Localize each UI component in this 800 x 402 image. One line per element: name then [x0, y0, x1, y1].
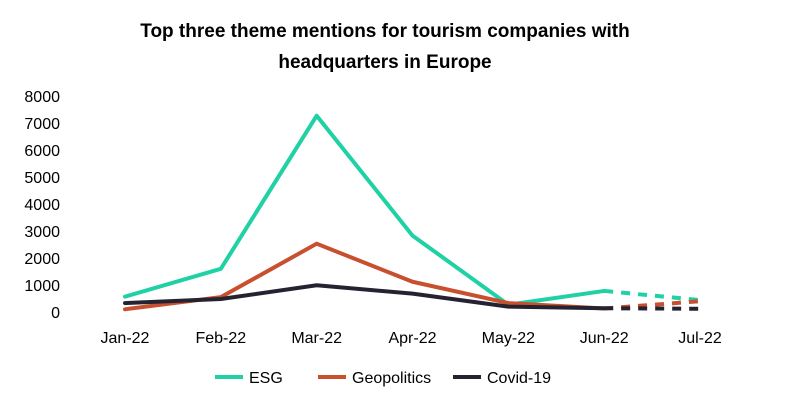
- x-tick-label: Jul-22: [678, 330, 722, 347]
- chart-title-line-1: Top three theme mentions for tourism com…: [140, 21, 629, 42]
- y-tick-label: 2000: [24, 251, 60, 268]
- series-line-esg: [123, 113, 607, 307]
- legend-label-covid-19: Covid-19: [487, 370, 551, 387]
- x-axis-ticks: Jan-22 Feb-22 Mar-22 Apr-22 May-22 Jun-22 Jul-…: [101, 330, 722, 347]
- x-tick-label: Jan-22: [101, 330, 150, 347]
- x-tick-label: May-22: [482, 330, 535, 347]
- legend-label-geopolitics: Geopolitics: [352, 370, 431, 387]
- y-tick-label: 6000: [24, 143, 60, 160]
- series-lines: [123, 113, 701, 312]
- y-tick-label: 4000: [24, 197, 60, 214]
- x-tick-label: Jun-22: [580, 330, 629, 347]
- x-tick-label: Mar-22: [291, 330, 342, 347]
- series-line-covid-19: [123, 283, 607, 311]
- y-tick-label: 1000: [24, 278, 60, 295]
- y-tick-label: 8000: [24, 89, 60, 106]
- y-axis-ticks: 0 1000 2000 3000 4000 5000 6000 7000 8000: [24, 89, 60, 322]
- legend-label-esg: ESG: [249, 370, 283, 387]
- y-tick-label: 5000: [24, 170, 60, 187]
- series-forecast-line-covid-19: [604, 306, 701, 311]
- y-tick-label: 7000: [24, 116, 60, 133]
- chart-title-line-2: headquarters in Europe: [278, 52, 491, 73]
- x-tick-label: Feb-22: [195, 330, 246, 347]
- x-tick-label: Apr-22: [388, 330, 436, 347]
- legend: ESG Geopolitics Covid-19: [215, 370, 551, 387]
- y-tick-label: 3000: [24, 224, 60, 241]
- y-tick-label: 0: [51, 305, 60, 322]
- series-forecast-line-esg: [603, 288, 701, 303]
- series-forecast-line-geopolitics: [604, 299, 701, 311]
